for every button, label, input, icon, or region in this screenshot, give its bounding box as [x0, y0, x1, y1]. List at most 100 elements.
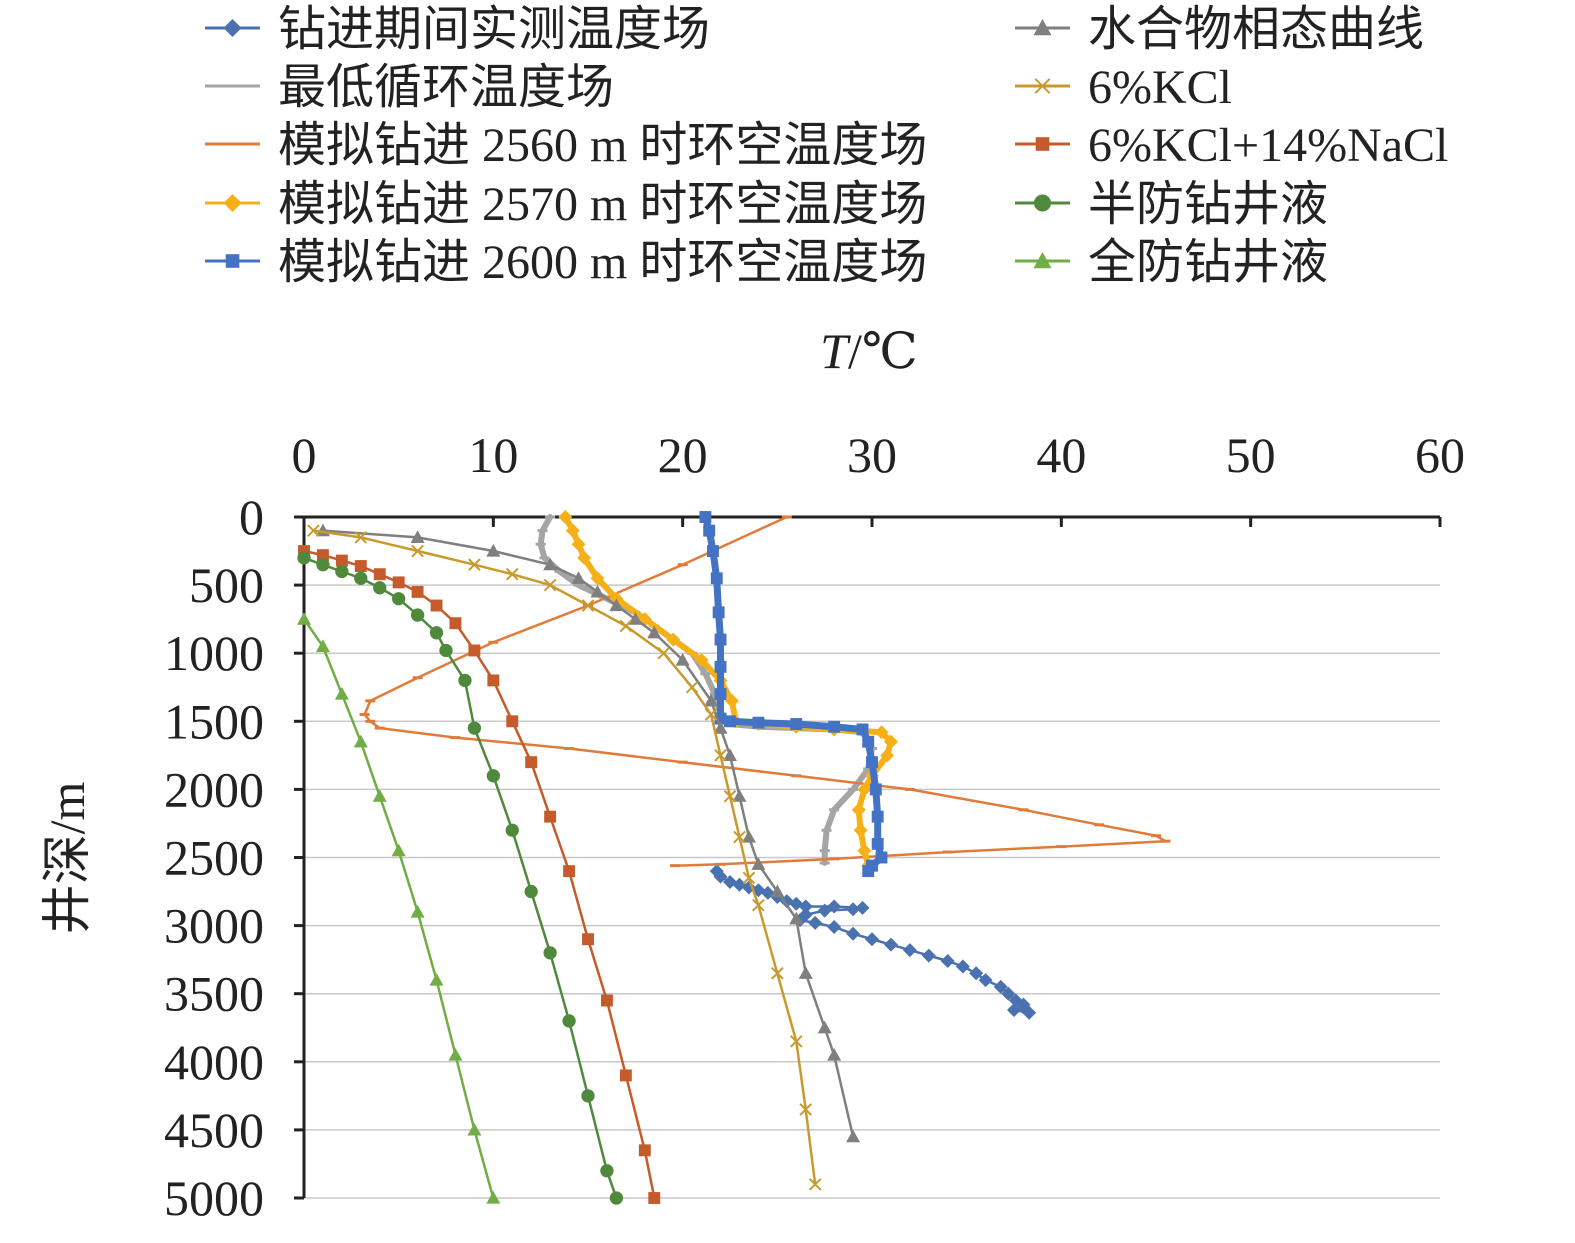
y-tick-label: 4000	[164, 1034, 264, 1090]
data-point	[609, 598, 624, 612]
data-point	[297, 551, 311, 565]
data-point	[486, 1191, 501, 1204]
data-point	[564, 747, 575, 751]
data-point	[600, 1164, 614, 1178]
data-point	[694, 653, 709, 668]
data-point	[539, 556, 550, 560]
data-point	[855, 900, 870, 915]
data-point	[865, 932, 879, 947]
data-point	[372, 789, 387, 802]
data-point	[799, 1103, 813, 1116]
data-point	[675, 653, 690, 666]
data-point	[817, 1020, 832, 1034]
data-point	[733, 830, 746, 844]
data-point	[467, 721, 482, 735]
data-point	[373, 581, 387, 595]
x-tick-label: 0	[292, 427, 317, 483]
grid-lines	[304, 584, 1440, 1199]
data-point	[829, 857, 840, 861]
y-tick-label: 3000	[164, 898, 264, 954]
legend-marker	[1033, 194, 1052, 212]
data-point	[798, 966, 813, 979]
data-point	[365, 719, 376, 723]
data-point	[863, 767, 874, 771]
legend-item: 6%KCl+14%NaCl	[1015, 119, 1448, 172]
data-point	[904, 787, 915, 791]
legend-item: 半防钻井液	[1015, 178, 1328, 231]
data-point	[1094, 823, 1105, 827]
data-point	[714, 688, 727, 701]
legend-label: 模拟钻进 2600 m 时环空温度场	[278, 236, 927, 289]
legend-marker	[1034, 78, 1051, 94]
data-point	[752, 716, 765, 729]
data-point	[374, 726, 385, 730]
data-point	[1022, 1005, 1037, 1020]
data-point	[506, 715, 519, 728]
x-tick-label: 60	[1415, 427, 1465, 483]
series-line	[302, 617, 495, 1200]
data-point	[724, 715, 736, 728]
data-point	[670, 864, 681, 868]
data-point	[751, 857, 766, 870]
data-point	[770, 884, 785, 898]
data-point	[429, 973, 444, 986]
data-point	[869, 783, 882, 796]
data-point	[848, 787, 859, 791]
data-point	[883, 937, 898, 952]
data-point	[713, 869, 728, 884]
data-point	[862, 735, 875, 748]
data-point	[857, 843, 872, 858]
legend-marker	[223, 19, 242, 37]
data-point	[942, 850, 953, 854]
data-point	[677, 563, 688, 567]
data-point	[819, 861, 830, 865]
data-point	[545, 515, 556, 519]
data-point	[880, 748, 895, 763]
series	[297, 612, 501, 1204]
legend-label: 半防钻井液	[1088, 178, 1328, 231]
data-point	[335, 564, 349, 579]
series	[297, 551, 624, 1205]
data-point	[704, 708, 718, 721]
data-point	[392, 592, 406, 606]
data-point	[487, 674, 500, 687]
data-point	[581, 599, 595, 612]
y-tick-label: 3500	[164, 966, 264, 1022]
data-point	[297, 612, 311, 625]
data-point	[829, 808, 840, 812]
data-point	[354, 560, 367, 572]
series-line	[312, 529, 817, 1186]
legend-label: 模拟钻进 2570 m 时环空温度场	[278, 178, 927, 231]
legend-label: 钻进期间实测温度场	[278, 3, 710, 56]
data-point	[657, 646, 671, 660]
y-axis-title: 井深/m	[39, 782, 95, 935]
legend-marker	[223, 142, 242, 146]
data-point	[486, 544, 501, 557]
data-point	[647, 625, 662, 639]
series	[709, 864, 1037, 1020]
data-point	[391, 843, 406, 857]
data-point	[808, 915, 823, 930]
data-point	[410, 608, 425, 622]
y-tick-label: 1000	[164, 625, 264, 681]
series-line	[562, 514, 894, 869]
data-point	[713, 721, 728, 734]
legend-item: 钻进期间实测温度场	[205, 3, 710, 56]
data-point	[853, 823, 868, 838]
legend-item: 水合物相态曲线	[1015, 3, 1424, 56]
y-tick-label: 2500	[164, 830, 264, 886]
data-point	[359, 712, 370, 716]
data-point	[871, 810, 884, 823]
data-point	[590, 584, 605, 598]
data-point	[791, 774, 802, 778]
legend-label: 最低循环温度场	[278, 61, 614, 114]
data-point	[771, 966, 784, 980]
data-point	[846, 926, 861, 941]
data-point	[704, 693, 719, 707]
legend-item: 最低循环温度场	[205, 61, 614, 114]
data-point	[554, 569, 565, 573]
data-point	[862, 865, 875, 878]
data-point	[430, 599, 443, 612]
data-point	[590, 571, 605, 586]
